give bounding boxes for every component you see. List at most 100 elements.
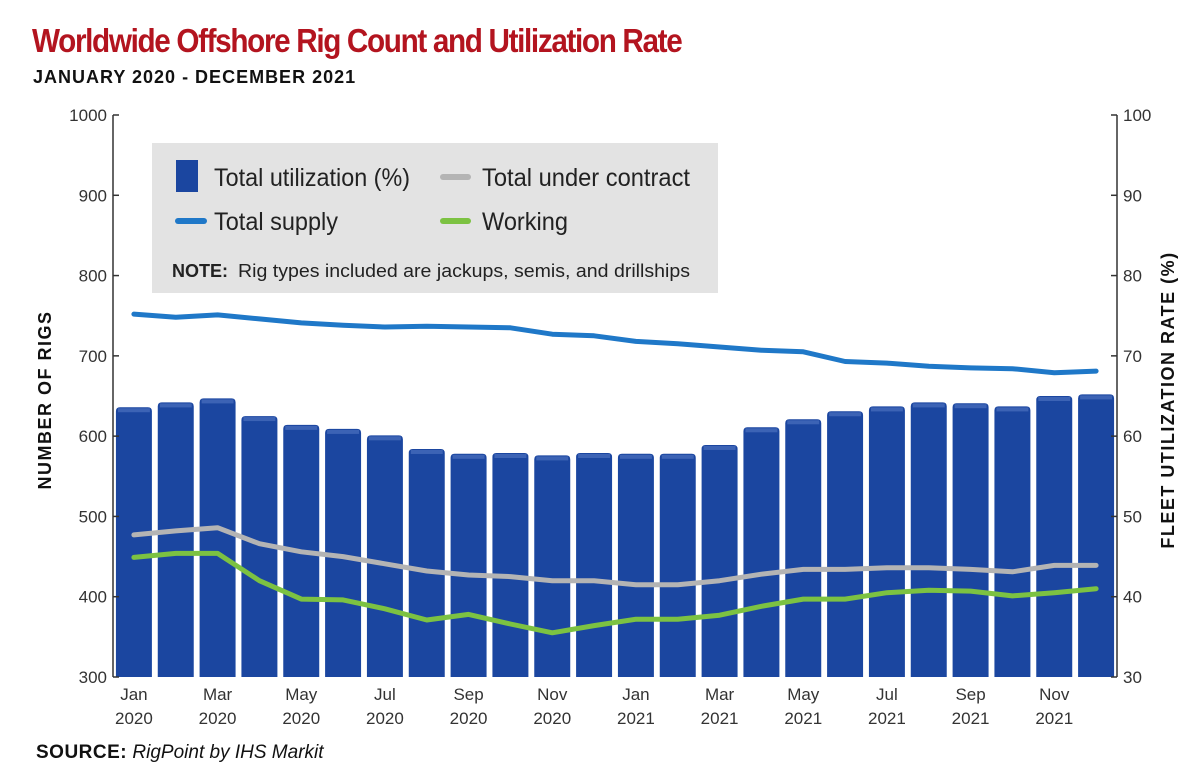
left-tick-label: 800	[79, 267, 107, 286]
x-tick-label-year: 2021	[784, 709, 822, 728]
utilization-bar	[1036, 396, 1073, 677]
utilization-bar	[366, 435, 403, 677]
utilization-bar-top	[745, 428, 778, 433]
utilization-bar-top	[954, 404, 987, 409]
utilization-bar	[157, 402, 194, 677]
left-tick-label: 400	[79, 588, 107, 607]
utilization-bar-top	[787, 420, 820, 425]
x-tick-label-year: 2021	[952, 709, 990, 728]
utilization-bar-top	[452, 454, 485, 459]
utilization-bar-top	[117, 408, 150, 413]
right-tick-label: 90	[1123, 186, 1142, 205]
x-tick-label-year: 2020	[366, 709, 404, 728]
legend: Total utilization (%) Total under contrac…	[152, 143, 718, 293]
utilization-bar-top	[410, 449, 443, 454]
left-axis-title: NUMBER OF RIGS	[35, 310, 55, 489]
right-tick-label: 30	[1123, 668, 1142, 687]
utilization-bar	[994, 406, 1031, 677]
utilization-bar	[827, 411, 864, 677]
x-tick-label-month: Nov	[1039, 685, 1070, 704]
utilization-bar	[910, 402, 947, 677]
x-tick-label-month: Sep	[955, 685, 985, 704]
utilization-bar-top	[536, 456, 569, 461]
utilization-bar	[115, 407, 152, 677]
x-tick-label-year: 2020	[115, 709, 153, 728]
legend-label-utilization: Total utilization (%)	[214, 164, 410, 192]
utilization-bar	[701, 444, 738, 677]
utilization-bar	[325, 428, 362, 677]
x-tick-label-month: May	[285, 685, 318, 704]
utilization-bar-top	[661, 454, 694, 459]
left-tick-label: 600	[79, 427, 107, 446]
right-tick-label: 40	[1123, 588, 1142, 607]
utilization-bar	[952, 403, 989, 677]
x-tick-label-month: Mar	[705, 685, 735, 704]
x-tick-label-year: 2020	[282, 709, 320, 728]
legend-box	[152, 143, 718, 293]
x-tick-label-month: Jul	[374, 685, 396, 704]
legend-note-text: Rig types included are jackups, semis, a…	[238, 261, 690, 281]
utilization-bar-top	[996, 407, 1029, 412]
x-tick-label-year: 2021	[868, 709, 906, 728]
utilization-bar	[408, 448, 445, 677]
utilization-bar	[617, 453, 654, 677]
x-tick-label-month: Jul	[876, 685, 898, 704]
x-tick-label-month: Mar	[203, 685, 233, 704]
line-working	[131, 550, 1099, 636]
left-tick-label: 1000	[69, 106, 107, 125]
right-tick-label: 70	[1123, 347, 1142, 366]
x-tick-label-year: 2021	[617, 709, 655, 728]
utilization-bar	[1078, 394, 1115, 677]
x-tick-label-year: 2021	[701, 709, 739, 728]
right-tick-label: 100	[1123, 106, 1151, 125]
chart-title: Worldwide Offshore Rig Count and Utiliza…	[32, 22, 683, 59]
x-tick-label-month: Jan	[622, 685, 649, 704]
utilization-bar-top	[619, 454, 652, 459]
x-tick-label-month: Sep	[453, 685, 483, 704]
utilization-bar-top	[243, 417, 276, 422]
left-tick-label: 700	[79, 347, 107, 366]
utilization-bar-top	[159, 403, 192, 408]
legend-note-label: NOTE:	[172, 261, 228, 281]
utilization-bar	[868, 406, 905, 677]
utilization-bar	[199, 398, 236, 677]
utilization-bar	[576, 453, 613, 677]
x-tick-label-month: Nov	[537, 685, 568, 704]
utilization-bar-top	[327, 429, 360, 434]
utilization-bar-top	[578, 454, 611, 459]
source-note: SOURCE: RigPoint by IHS Markit	[36, 742, 324, 764]
right-tick-label: 60	[1123, 427, 1142, 446]
utilization-bar-top	[703, 445, 736, 450]
utilization-bar	[241, 416, 278, 677]
right-axis-title: FLEET UTILIZATION RATE (%)	[1158, 251, 1178, 548]
utilization-bar	[492, 453, 529, 677]
utilization-bar	[785, 419, 822, 677]
left-tick-label: 900	[79, 186, 107, 205]
source-text: RigPoint by IHS Markit	[132, 742, 324, 763]
x-tick-label-year: 2020	[199, 709, 237, 728]
x-tick-label-year: 2021	[1035, 709, 1073, 728]
utilization-bar-top	[912, 403, 945, 408]
left-tick-label: 300	[79, 668, 107, 687]
source-label: SOURCE:	[36, 742, 128, 763]
x-tick-label-month: Jan	[120, 685, 147, 704]
utilization-bar	[450, 453, 487, 677]
utilization-bar	[659, 453, 696, 677]
utilization-bar-top	[1038, 397, 1071, 401]
x-tick-label-year: 2020	[450, 709, 488, 728]
legend-swatch-utilization	[176, 160, 198, 192]
utilization-bar-top	[494, 454, 527, 459]
utilization-bar-top	[829, 412, 862, 417]
utilization-bar-top	[870, 407, 903, 412]
utilization-bar	[743, 427, 780, 677]
line-total-supply	[131, 311, 1099, 376]
chart-subtitle: JANUARY 2020 - DECEMBER 2021	[33, 67, 357, 87]
utilization-bar-top	[285, 425, 318, 430]
legend-label-under-contract: Total under contract	[482, 164, 690, 192]
utilization-bar-top	[201, 399, 234, 404]
utilization-bar-top	[1080, 395, 1113, 400]
legend-label-supply: Total supply	[214, 208, 338, 236]
x-tick-label-year: 2020	[533, 709, 571, 728]
line-total-under-contract	[131, 525, 1099, 588]
